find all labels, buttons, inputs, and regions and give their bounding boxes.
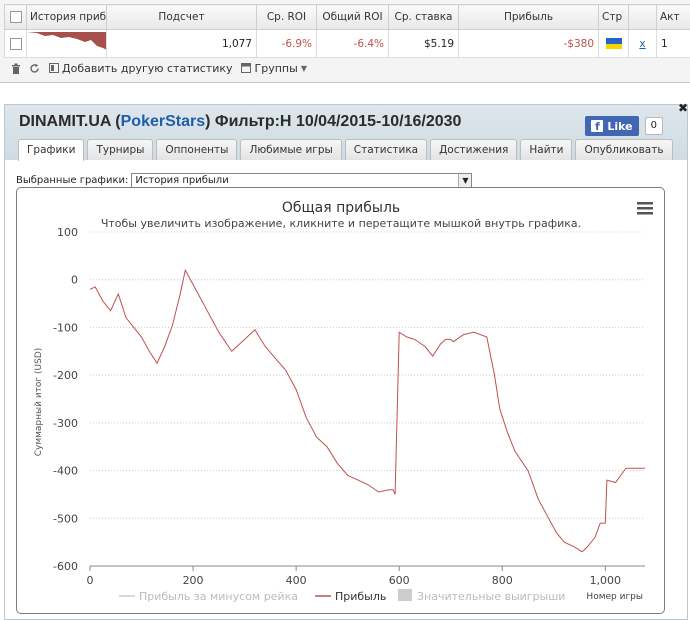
col-header-total-roi[interactable]: Общий ROI: [317, 5, 389, 30]
actions-cell[interactable]: 1: [657, 30, 690, 58]
tab-tournaments[interactable]: Турниры: [87, 139, 153, 160]
add-stats-label: Добавить другую статистику: [62, 62, 233, 75]
stats-panel: История приб Подсчет Ср. ROI Общий ROI С…: [0, 0, 690, 83]
profit-chart[interactable]: 100 0 -100 -200 -300 -400 -500 -600 0 200 400 600 80…: [17, 188, 664, 613]
chart-container: 100 0 -100 -200 -300 -400 -500 -600 0 200 400 600 80…: [16, 187, 665, 614]
col-header-count[interactable]: Подсчет: [107, 5, 257, 30]
ukraine-flag-icon: [606, 38, 622, 49]
legend-item-profit-minus-rake[interactable]: Прибыль за минусом рейка: [139, 590, 298, 603]
row-checkbox[interactable]: [5, 30, 27, 58]
y-tick-label: -500: [53, 512, 78, 525]
count-cell: 1,077: [107, 30, 257, 58]
table-row: 1,077 -6.9% -6.4% $5.19 -$380 x 1: [5, 30, 690, 58]
stats-toolbar: Добавить другую статистику Группы ▼: [10, 62, 307, 75]
filter-label: Фильтр:H 10/04/2015-10/16/2030: [215, 113, 462, 130]
select-all-checkbox[interactable]: [5, 5, 27, 30]
country-cell: [599, 30, 629, 58]
chart-legend: Прибыль за минусом рейка Прибыль Значите…: [119, 589, 565, 603]
x-tick-label: 600: [389, 574, 410, 587]
close-icon[interactable]: ✖: [677, 102, 689, 114]
like-button[interactable]: f Like: [585, 116, 638, 136]
player-name: DINAMIT.UA: [19, 113, 111, 130]
groups-button[interactable]: Группы ▼: [241, 62, 307, 75]
player-card: ✖ DINAMIT.UA (PokerStars) Фильтр:H 10/04…: [4, 104, 688, 620]
col-header-country[interactable]: Стр: [599, 5, 629, 30]
groups-icon: [241, 63, 252, 74]
x-tick-label: 400: [286, 574, 307, 587]
site-link[interactable]: PokerStars: [121, 113, 206, 130]
tab-statistics[interactable]: Статистика: [345, 139, 427, 160]
tab-search[interactable]: Найти: [520, 139, 572, 160]
total-roi-cell: -6.4%: [317, 30, 389, 58]
col-header-profit[interactable]: Прибыль: [459, 5, 599, 30]
add-column-icon: [48, 63, 59, 74]
y-axis-label: Суммарный итог (USD): [34, 348, 44, 457]
chart-selector-label: Выбранные графики:: [16, 175, 128, 186]
chevron-down-icon: ▼: [458, 174, 471, 187]
y-tick-label: -400: [53, 465, 78, 478]
y-tick-label: -200: [53, 369, 78, 382]
chevron-down-icon: ▼: [301, 64, 307, 73]
col-header-actions[interactable]: Акт: [657, 5, 690, 30]
profit-sparkline: [27, 30, 107, 58]
tab-bar: Графики Турниры Оппоненты Любимые игры С…: [18, 139, 673, 161]
legend-marker-big-wins: [398, 589, 412, 601]
table-header-row: История приб Подсчет Ср. ROI Общий ROI С…: [5, 5, 690, 30]
y-tick-label: -100: [53, 321, 78, 334]
profit-series-line: [90, 270, 645, 552]
col-header-avg-stake[interactable]: Ср. ставка: [389, 5, 459, 30]
profit-cell: -$380: [459, 30, 599, 58]
col-header-remove: [629, 5, 657, 30]
chart-subtitle: Чтобы увеличить изображение, кликните и …: [101, 217, 581, 230]
avg-stake-cell: $5.19: [389, 30, 459, 58]
x-axis-label: Номер игры: [586, 592, 643, 602]
stats-table: История приб Подсчет Ср. ROI Общий ROI С…: [4, 4, 690, 58]
add-stats-button[interactable]: Добавить другую статистику: [48, 62, 233, 75]
y-tick-label: -600: [53, 560, 78, 573]
chart-select[interactable]: История прибыли ▼: [131, 173, 472, 188]
tab-opponents[interactable]: Оппоненты: [156, 139, 237, 160]
like-count: 0: [645, 117, 663, 135]
facebook-icon: f: [591, 120, 603, 132]
remove-icon[interactable]: x: [629, 30, 657, 58]
legend-item-big-wins[interactable]: Значительные выигрыши: [417, 590, 565, 603]
x-tick-label: 800: [492, 574, 513, 587]
tab-charts[interactable]: Графики: [18, 139, 84, 161]
facebook-like: f Like 0: [585, 116, 663, 136]
refresh-icon[interactable]: [29, 63, 40, 74]
x-tick-label: 1,000: [590, 574, 622, 587]
trash-icon[interactable]: [10, 63, 21, 74]
y-tick-label: -300: [53, 417, 78, 430]
chart-select-value: История прибыли: [135, 175, 228, 186]
page-title: DINAMIT.UA (PokerStars) Фильтр:H 10/04/2…: [19, 113, 461, 131]
tab-favorite-games[interactable]: Любимые игры: [240, 139, 341, 160]
x-tick-label: 0: [87, 574, 94, 587]
chart-menu-icon[interactable]: [637, 202, 653, 215]
x-tick-label: 200: [183, 574, 204, 587]
legend-item-profit[interactable]: Прибыль: [335, 590, 386, 603]
col-header-avg-roi[interactable]: Ср. ROI: [257, 5, 317, 30]
y-tick-label: 0: [71, 274, 78, 287]
col-header-history[interactable]: История приб: [27, 5, 107, 30]
like-label: Like: [607, 120, 632, 133]
chart-selector-row: Выбранные графики: История прибыли ▼: [16, 173, 472, 188]
tab-publish[interactable]: Опубликовать: [575, 139, 672, 160]
chart-title: Общая прибыль: [282, 200, 400, 216]
groups-label: Группы: [255, 62, 298, 75]
tab-achievements[interactable]: Достижения: [430, 139, 517, 160]
y-tick-label: 100: [57, 226, 78, 239]
avg-roi-cell: -6.9%: [257, 30, 317, 58]
